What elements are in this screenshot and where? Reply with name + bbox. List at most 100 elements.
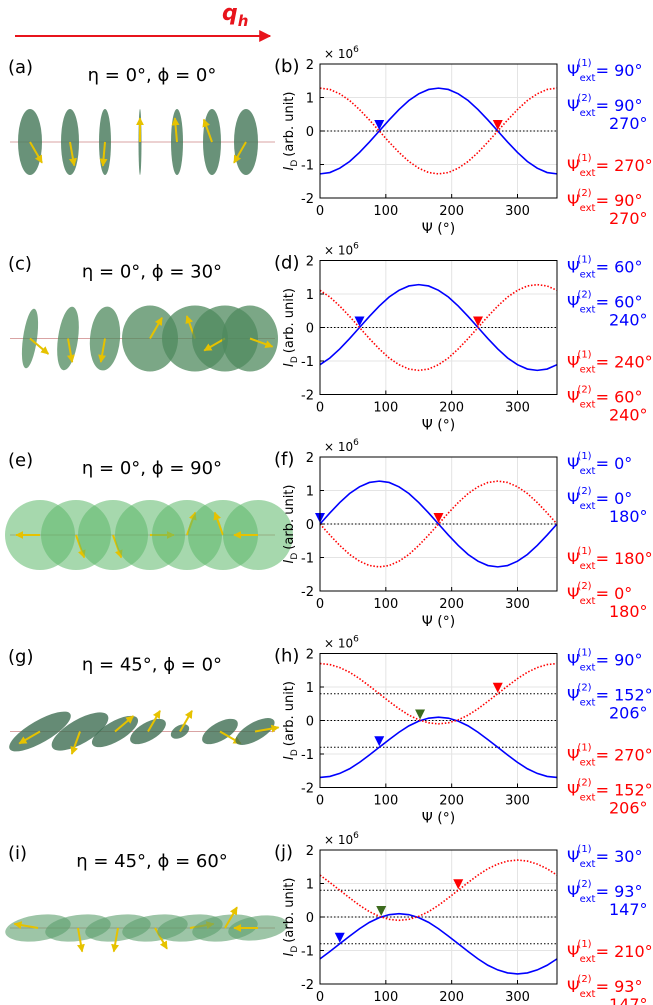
- psi-symbol: Ψ: [567, 549, 580, 568]
- panel-title: η = 45°, ϕ = 0°: [82, 655, 222, 676]
- x-tick-label: 200: [439, 401, 464, 416]
- spin-arrow: [179, 710, 193, 733]
- spin-arrow: [70, 731, 81, 755]
- multiplier: × 106: [324, 831, 359, 847]
- psi-sub: ext: [580, 596, 596, 607]
- extinction-label-2: 240°: [609, 311, 648, 330]
- y-label-rest: (arb. unit): [282, 878, 297, 943]
- y-tick-label: 1: [306, 288, 314, 303]
- panel-title: η = 0°, ϕ = 90°: [82, 458, 222, 479]
- extinction-label-2: 180°: [609, 507, 648, 526]
- y-tick-label: 2: [306, 255, 314, 270]
- data-line: [319, 283, 558, 372]
- multiplier: × 106: [324, 45, 359, 61]
- psi-symbol: Ψ: [567, 258, 580, 277]
- multiplier-exp: 6: [353, 242, 359, 252]
- y-tick-label: -1: [301, 748, 314, 763]
- spin-arrow: [99, 141, 108, 167]
- psi-sup: (2): [577, 188, 591, 199]
- x-tick-label: 100: [373, 597, 398, 612]
- y-axis-label: ID (arb. unit): [282, 485, 300, 564]
- extinction-label: Ψext (1) = 0°: [567, 451, 632, 477]
- psi-sub: ext: [580, 168, 596, 179]
- spin-arrow: [111, 927, 120, 953]
- y-tick-label: 1: [306, 681, 314, 696]
- panel-title: η = 0°, ϕ = 30°: [82, 262, 222, 283]
- psi-sup: (2): [577, 879, 591, 890]
- psi-sub: ext: [580, 859, 596, 870]
- psi-value: = 60°: [596, 258, 643, 277]
- y-label-sub: D: [290, 749, 300, 756]
- y-axis-label: ID (arb. unit): [282, 288, 300, 367]
- psi-sub: ext: [580, 73, 596, 84]
- psi-value: = 90°: [596, 651, 643, 670]
- x-axis-label: Ψ (°): [422, 811, 455, 827]
- psi-symbol: Ψ: [567, 882, 580, 901]
- psi-sup: (1): [577, 451, 591, 462]
- spin-arrow: [18, 730, 41, 745]
- q-label: qh: [222, 1, 248, 30]
- psi-symbol: Ψ: [567, 746, 580, 765]
- data-line: [319, 87, 558, 175]
- psi-symbol: Ψ: [567, 156, 580, 175]
- extinction-label: Ψext (2) = 60°: [567, 385, 642, 411]
- psi-value: = 90°: [596, 61, 643, 80]
- extremum-marker: [415, 709, 426, 720]
- extremum-marker: [374, 736, 385, 747]
- spin-arrow: [114, 715, 135, 733]
- extinction-label-2: 240°: [609, 406, 648, 425]
- extinction-label-2: 180°: [609, 602, 648, 621]
- y-axis-label: ID (arb. unit): [282, 681, 300, 760]
- x-tick-label: 300: [505, 204, 530, 219]
- spin-arrow: [224, 906, 238, 929]
- y-tick-label: 0: [306, 911, 314, 926]
- y-tick-label: 0: [306, 125, 314, 140]
- extremum-marker: [334, 932, 345, 943]
- q-symbol: q: [222, 1, 238, 26]
- psi-sub: ext: [580, 270, 596, 281]
- psi-symbol: Ψ: [567, 942, 580, 961]
- psi-value: = 90°: [596, 96, 643, 115]
- extremum-marker: [492, 120, 503, 130]
- extinction-label: Ψext (2) = 0°: [567, 581, 632, 607]
- psi-value: = 210°: [596, 942, 653, 961]
- psi-sup: (1): [577, 648, 591, 659]
- y-tick-label: 1: [306, 485, 314, 500]
- q-sub: h: [238, 12, 249, 30]
- y-tick-label: -1: [301, 552, 314, 567]
- x-tick-label: 100: [373, 401, 398, 416]
- extinction-label: Ψext (2) = 90°: [567, 93, 642, 119]
- y-tick-label: 0: [306, 322, 314, 337]
- y-tick-label: 0: [306, 715, 314, 730]
- panel-label: (a): [8, 57, 33, 78]
- psi-symbol: Ψ: [567, 61, 580, 80]
- psi-sub: ext: [580, 561, 596, 572]
- extinction-label-2: 270°: [609, 209, 648, 228]
- y-label-sub: D: [290, 356, 300, 363]
- x-axis-label: Ψ (°): [422, 221, 455, 237]
- multiplier-exp: 6: [353, 831, 359, 841]
- y-tick-label: -2: [301, 192, 314, 207]
- extremum-marker: [354, 316, 365, 327]
- x-tick-label: 100: [373, 990, 398, 1005]
- extremum-marker: [473, 316, 483, 327]
- panel-title: η = 0°, ϕ = 0°: [88, 65, 217, 86]
- data-line: [319, 859, 558, 922]
- psi-sub: ext: [580, 108, 596, 119]
- y-tick-label: -2: [301, 978, 314, 993]
- y-label-symbol: I: [282, 559, 297, 563]
- extremum-marker: [376, 906, 387, 916]
- psi-sup: (1): [577, 844, 591, 855]
- multiplier-exp: 6: [353, 635, 359, 645]
- psi-value: = 0°: [596, 489, 633, 508]
- psi-symbol: Ψ: [567, 584, 580, 603]
- psi-symbol: Ψ: [567, 353, 580, 372]
- psi-value: = 60°: [596, 293, 643, 312]
- y-tick-label: -2: [301, 782, 314, 797]
- y-tick-label: -1: [301, 159, 314, 174]
- extinction-label: Ψext (1) = 210°: [567, 939, 653, 965]
- psi-sup: (1): [577, 153, 591, 164]
- psi-value: = 270°: [596, 746, 653, 765]
- y-label-rest: (arb. unit): [282, 288, 297, 353]
- panel-label: (d): [274, 253, 299, 274]
